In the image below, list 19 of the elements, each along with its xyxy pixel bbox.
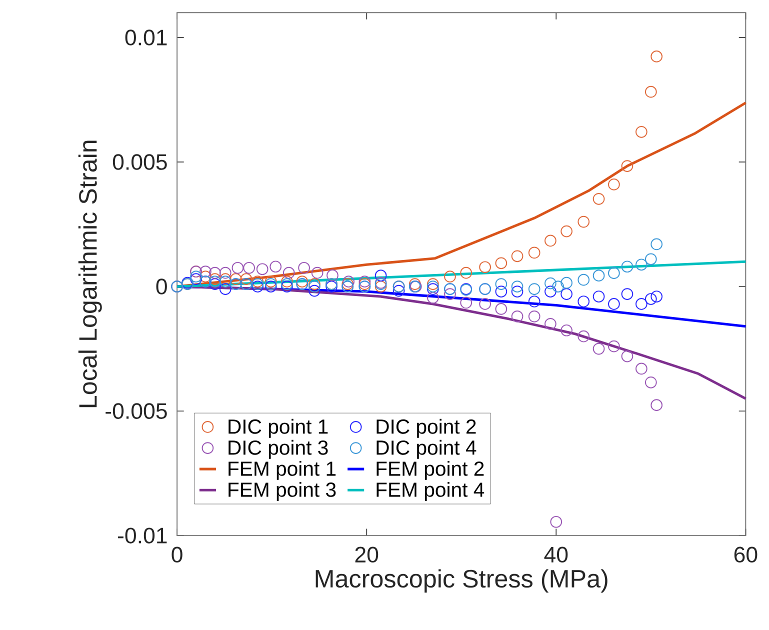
- legend-label: DIC point 4: [376, 440, 476, 459]
- x-tick-label: 60: [734, 546, 758, 563]
- legend-label: FEM point 2: [376, 461, 484, 480]
- x-axis-title: Macroscopic Stress (MPa): [316, 569, 608, 593]
- x-tick-label: 20: [355, 546, 378, 563]
- y-tick-label: -0.01: [118, 528, 167, 544]
- legend-label: FEM point 1: [228, 461, 336, 480]
- x-tick-label: 0: [172, 546, 182, 563]
- y-axis-title: Local Logarithmic Strain: [78, 140, 102, 408]
- legend-label: DIC point 3: [228, 440, 328, 459]
- legend-label: FEM point 4: [376, 482, 484, 502]
- legend-label: DIC point 2: [376, 418, 476, 438]
- x-tick-label: 40: [544, 546, 568, 563]
- y-tick-label: 0.005: [112, 154, 167, 170]
- legend-label: DIC point 1: [228, 418, 328, 438]
- legend-label: FEM point 3: [228, 482, 336, 502]
- y-tick-label: 0.01: [125, 30, 167, 46]
- y-tick-label: -0.005: [106, 403, 167, 420]
- y-tick-label: 0: [156, 278, 167, 294]
